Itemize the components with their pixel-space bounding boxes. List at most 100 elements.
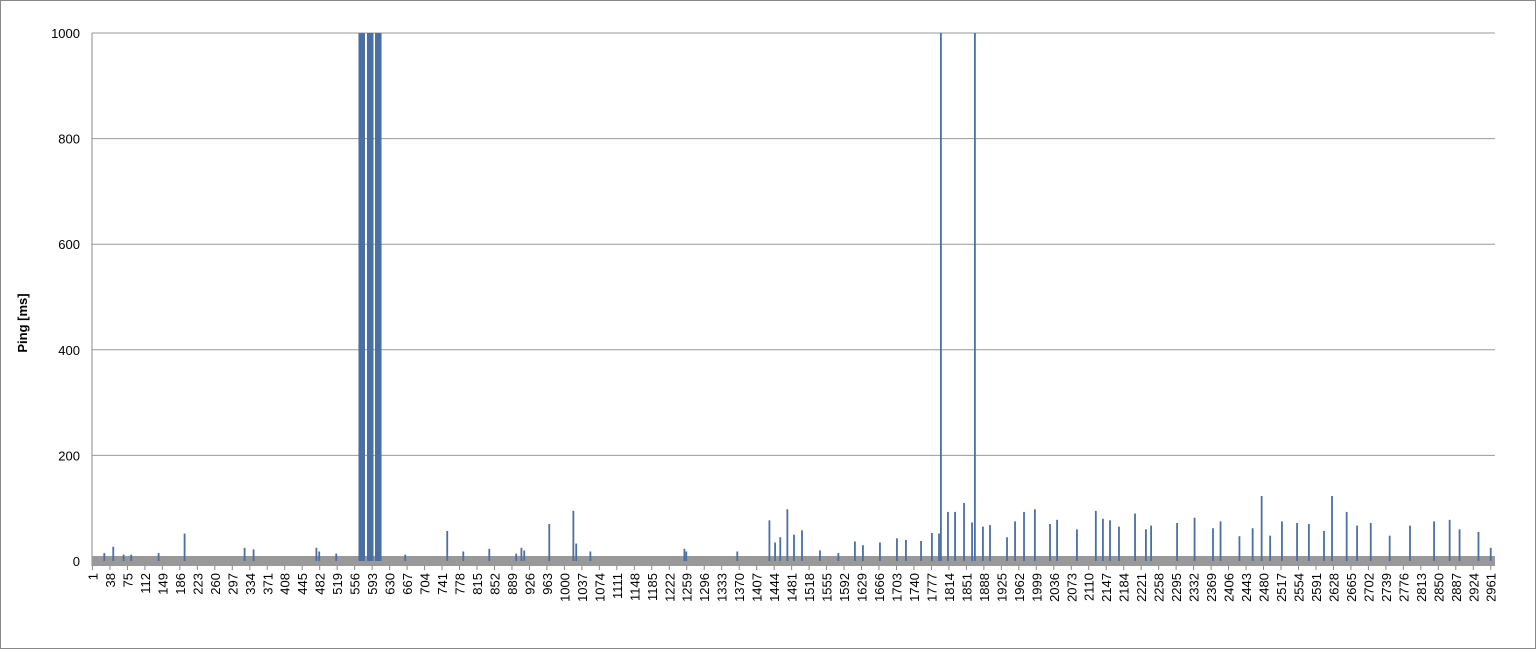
bar: [1489, 547, 1492, 561]
bar: [575, 543, 578, 561]
x-tick-label: 2369: [1204, 573, 1219, 602]
x-tick-label: 1148: [627, 573, 642, 601]
bar: [1145, 529, 1147, 561]
x-tick-label: 1037: [575, 573, 590, 602]
bar: [1345, 511, 1348, 561]
bar: [973, 33, 976, 561]
x-tick-label: 2184: [1117, 573, 1132, 602]
y-tick-label: 200: [58, 448, 80, 463]
bar: [548, 524, 551, 561]
x-tick-label: 371: [260, 573, 275, 595]
bar: [462, 551, 465, 561]
bar: [378, 33, 381, 561]
bar: [938, 533, 940, 561]
x-tick-label: 2147: [1099, 573, 1114, 602]
x-tick-label: 445: [295, 573, 310, 595]
bar: [488, 548, 491, 561]
x-tick-label: 1814: [942, 573, 957, 602]
x-tick-label: 2887: [1449, 573, 1464, 602]
bar: [371, 33, 374, 561]
bar: [683, 548, 686, 561]
bar: [367, 33, 370, 561]
bar: [1014, 521, 1016, 561]
bar: [243, 547, 246, 561]
x-tick-label: 1629: [855, 573, 870, 602]
bar: [1006, 537, 1008, 561]
x-tick-label: 1888: [977, 573, 992, 602]
bar: [122, 554, 125, 561]
x-tick-label: 1259: [680, 573, 695, 602]
bar: [786, 509, 789, 561]
bar: [1409, 525, 1411, 561]
y-tick-label: 400: [58, 343, 80, 358]
bar: [1307, 524, 1310, 561]
x-tick-label: 1851: [959, 573, 974, 602]
bar: [375, 33, 378, 561]
bar: [404, 554, 407, 561]
bar: [1356, 525, 1358, 561]
bar: [1219, 521, 1222, 561]
bar: [183, 533, 186, 561]
x-tick-label: 2739: [1379, 573, 1394, 602]
bar: [920, 540, 922, 561]
x-tick-label: 2517: [1274, 573, 1289, 602]
bar: [589, 551, 592, 561]
bar: [1458, 529, 1461, 561]
x-tick-label: 1222: [662, 573, 677, 602]
x-tick-label: 741: [435, 573, 450, 595]
x-tick-label: 667: [400, 573, 415, 595]
x-tick-label: 1518: [802, 573, 817, 602]
x-tick-label: 852: [487, 573, 502, 595]
bar: [1150, 525, 1152, 561]
bar: [1331, 496, 1333, 561]
bar: [854, 541, 856, 561]
x-tick-label: 2221: [1134, 573, 1149, 602]
bar: [1023, 511, 1025, 561]
x-tick-label: 2850: [1431, 573, 1446, 602]
y-tick-label: 800: [58, 132, 80, 147]
x-tick-label: 2295: [1169, 573, 1184, 602]
bar: [360, 33, 363, 561]
bar: [1260, 496, 1263, 561]
bar: [1269, 535, 1272, 561]
x-tick-label: 149: [155, 573, 170, 595]
bar: [523, 550, 526, 561]
bar: [359, 33, 362, 561]
x-tick-label: 1074: [592, 573, 607, 602]
x-tick-label: 1185: [645, 573, 660, 601]
x-tick-label: 1111: [610, 573, 625, 599]
bar: [939, 33, 942, 561]
x-tick-label: 556: [348, 573, 363, 595]
x-tick-label: 963: [540, 573, 555, 595]
x-tick-label: 2665: [1344, 573, 1359, 602]
x-tick-label: 704: [418, 573, 433, 595]
bar: [1049, 524, 1051, 561]
x-tick-label: 482: [313, 573, 328, 595]
bar: [793, 534, 795, 561]
x-tick-label: 2443: [1239, 573, 1254, 602]
bar: [1323, 530, 1325, 561]
x-tick-label: 889: [505, 573, 520, 595]
bar: [963, 502, 965, 561]
bar: [1251, 528, 1254, 561]
bar: [1094, 510, 1097, 561]
bar: [736, 551, 739, 561]
bar: [358, 33, 361, 561]
bar: [362, 33, 365, 561]
bar: [954, 511, 956, 561]
x-tick-label: 2813: [1414, 573, 1429, 602]
x-tick-label: 2628: [1326, 573, 1341, 602]
x-tick-label: 1444: [767, 573, 782, 602]
x-tick-label: 1296: [697, 573, 712, 602]
x-tick-label: 1962: [1012, 573, 1027, 602]
x-tick-label: 630: [383, 573, 398, 595]
bar: [1388, 535, 1391, 561]
bar: [315, 547, 318, 561]
bar: [379, 33, 382, 561]
x-tick-label: 38: [103, 573, 118, 587]
bar: [361, 33, 364, 561]
bar: [971, 522, 973, 561]
x-tick-label: 2406: [1222, 573, 1237, 602]
x-tick-label: 1740: [907, 573, 922, 602]
x-tick-label: 2702: [1361, 573, 1376, 602]
